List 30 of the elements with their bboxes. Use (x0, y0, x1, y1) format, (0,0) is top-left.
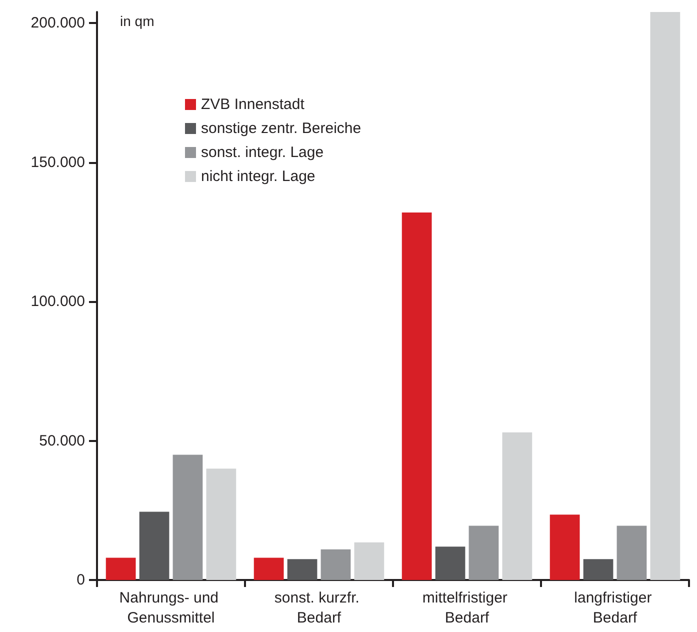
bar (287, 559, 318, 580)
bar (583, 559, 614, 580)
legend-label: ZVB Innenstadt (201, 96, 306, 113)
legend-label: nicht integr. Lage (201, 168, 316, 185)
x-tick-label: mittelfristiger Bedarf (422, 590, 512, 626)
legend-label: sonst. integr. Lage (201, 144, 324, 161)
y-tick-label: 150.000 (30, 154, 85, 171)
bar (206, 468, 236, 580)
bar (354, 542, 384, 580)
x-tick-label: Nahrungs- und Genussmittel (119, 590, 223, 626)
bar (254, 558, 284, 580)
legend-label: sonstige zentr. Bereiche (201, 120, 362, 137)
x-tick-label: sonst. kurzfr. Bedarf (274, 590, 364, 626)
y-axis-title: in qm (120, 13, 154, 29)
bar (502, 432, 532, 580)
bar (435, 546, 466, 580)
bar (650, 12, 680, 580)
bar (172, 454, 203, 580)
bar (320, 549, 351, 580)
y-tick-label: 0 (76, 572, 85, 588)
bar (616, 526, 647, 580)
x-tick-label: langfristiger Bedarf (574, 590, 656, 626)
y-tick-label: 200.000 (30, 14, 85, 32)
bar (106, 558, 136, 580)
bar (550, 514, 580, 580)
bar (468, 526, 499, 580)
y-tick-label: 50.000 (39, 432, 85, 450)
y-tick-label: 100.000 (30, 293, 85, 310)
bar (402, 212, 432, 580)
bar (139, 512, 170, 580)
